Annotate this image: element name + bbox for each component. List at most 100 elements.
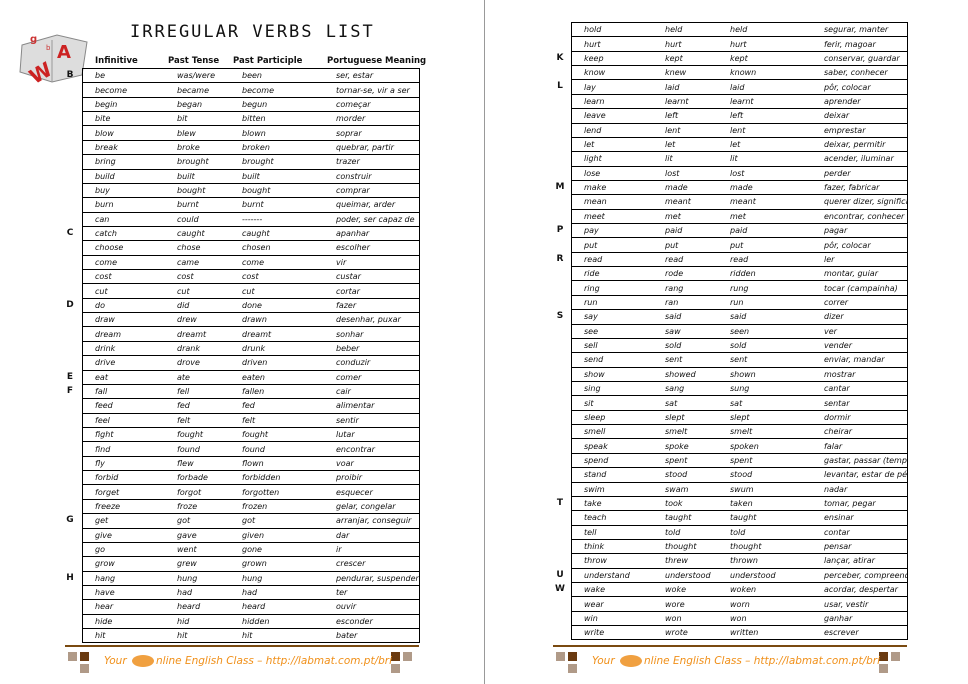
past-participle-cell: hit xyxy=(242,631,253,641)
past-participle-cell: meant xyxy=(717,194,812,210)
footer-square xyxy=(403,652,412,661)
table-row: grow grew grown crescer xyxy=(82,556,420,572)
infinitive-cell: swim xyxy=(571,482,653,497)
portuguese-meaning-cell: ouvir xyxy=(323,599,420,615)
table-row: hide hid hidden esconder xyxy=(82,614,420,630)
table-row: pay paid paid pagar xyxy=(571,223,908,239)
past-participle-cell: paid xyxy=(717,223,812,239)
infinitive-cell: see xyxy=(571,324,653,339)
uk-flag-mouse-icon xyxy=(132,655,154,667)
infinitive-cell: throw xyxy=(571,553,653,569)
past-tense-cell: cut xyxy=(164,283,230,299)
portuguese-meaning-cell: cair xyxy=(323,384,420,400)
past-tense-cell: lit xyxy=(652,151,718,167)
past-tense-cell: woke xyxy=(652,582,718,598)
footer-square xyxy=(80,652,89,661)
table-row: forget forgot forgotten esquecer xyxy=(82,484,420,500)
past-participle-cell: run xyxy=(717,295,812,311)
portuguese-meaning-cell: dormir xyxy=(811,410,908,426)
table-row: bring brought brought trazer xyxy=(82,154,420,170)
table-row: do did done fazer xyxy=(82,298,420,314)
infinitive-cell: spend xyxy=(571,453,653,469)
past-tense-cell: flew xyxy=(164,456,230,472)
past-participle-cell: blown xyxy=(229,125,324,141)
letter-marker: F xyxy=(66,386,74,397)
portuguese-meaning-cell: pagar xyxy=(811,223,908,239)
table-row: fly flew flown voar xyxy=(82,456,420,472)
portuguese-meaning-cell: escolher xyxy=(323,240,420,256)
past-tense-cell: found xyxy=(164,441,230,457)
past-tense-cell: lost xyxy=(652,166,718,181)
table-row: fall fell fallen cair xyxy=(82,384,420,400)
footer-square xyxy=(68,652,77,661)
table-row: swim swam swum nadar xyxy=(571,482,908,497)
portuguese-meaning-cell: começar xyxy=(323,97,420,113)
portuguese-meaning-cell: pensar xyxy=(811,539,908,555)
past-tense-cell: forbade xyxy=(164,470,230,486)
table-row: see saw seen ver xyxy=(571,324,908,339)
table-row: hit hit hit bater xyxy=(83,629,420,643)
past-participle-cell: lent xyxy=(717,123,812,138)
portuguese-meaning-cell: montar, guiar xyxy=(811,266,908,282)
infinitive-cell: leave xyxy=(571,108,653,124)
infinitive-cell: write xyxy=(584,628,605,638)
portuguese-meaning-cell: alimentar xyxy=(323,398,420,414)
past-participle-cell: met xyxy=(717,209,812,225)
past-tense-cell: drew xyxy=(164,312,230,328)
portuguese-meaning-cell: pôr, colocar xyxy=(811,237,908,253)
past-participle-cell: smelt xyxy=(717,424,812,440)
past-participle-cell: had xyxy=(229,585,324,601)
past-tense-cell: said xyxy=(652,309,718,325)
infinitive-cell: lay xyxy=(571,79,653,95)
portuguese-meaning-cell: gelar, congelar xyxy=(323,499,420,515)
portuguese-meaning-cell: arranjar, conseguir xyxy=(323,513,420,529)
table-row: buy bought bought comprar xyxy=(82,183,420,199)
past-tense-cell: hurt xyxy=(652,36,718,52)
table-row: lay laid laid pôr, colocar xyxy=(571,79,908,95)
past-tense-cell: hit xyxy=(177,631,188,641)
portuguese-meaning-cell: perceber, compreender xyxy=(811,568,908,584)
table-row: lend lent lent emprestar xyxy=(571,123,908,138)
infinitive-cell: blow xyxy=(82,125,165,141)
past-participle-cell: fought xyxy=(229,427,324,443)
portuguese-meaning-cell: tocar (campainha) xyxy=(811,280,908,296)
infinitive-cell: give xyxy=(82,528,165,543)
letter-marker: K xyxy=(556,52,564,63)
past-tense-cell: dreamt xyxy=(164,326,230,342)
portuguese-meaning-cell: poder, ser capaz de xyxy=(323,212,420,227)
portuguese-meaning-cell: esconder xyxy=(323,614,420,630)
footer-your: Your xyxy=(592,655,615,667)
infinitive-cell: win xyxy=(571,611,653,627)
past-participle-cell: swum xyxy=(717,482,812,497)
infinitive-cell: tell xyxy=(571,525,653,540)
portuguese-meaning-cell: segurar, manter xyxy=(811,22,908,38)
portuguese-meaning-cell: dizer xyxy=(811,309,908,325)
letter-marker: P xyxy=(556,225,564,236)
past-participle-cell: come xyxy=(229,255,324,271)
infinitive-cell: find xyxy=(82,441,165,457)
svg-text:b: b xyxy=(46,44,51,52)
past-participle-cell: laid xyxy=(717,79,812,95)
past-tense-cell: came xyxy=(164,255,230,271)
past-participle-cell: left xyxy=(717,108,812,124)
table-row: know knew known saber, conhecer xyxy=(571,65,908,81)
portuguese-meaning-cell: usar, vestir xyxy=(811,596,908,612)
table-row: put put put pôr, colocar xyxy=(571,237,908,253)
table-row: think thought thought pensar xyxy=(571,539,908,555)
past-tense-cell: felt xyxy=(164,413,230,428)
footer-square xyxy=(879,652,888,661)
portuguese-meaning-cell: quebrar, partir xyxy=(323,140,420,156)
past-participle-cell: felt xyxy=(229,413,324,428)
past-participle-cell: bitten xyxy=(229,111,324,127)
infinitive-cell: meet xyxy=(571,209,653,225)
portuguese-meaning-cell: ir xyxy=(323,542,420,558)
footer-square xyxy=(80,664,89,673)
past-tense-cell: ran xyxy=(652,295,718,311)
table-row: blow blew blown soprar xyxy=(82,125,420,141)
past-tense-cell: blew xyxy=(164,125,230,141)
portuguese-meaning-cell: enviar, mandar xyxy=(811,352,908,368)
past-tense-cell: built xyxy=(164,169,230,184)
table-row: meet met met encontrar, conhecer xyxy=(571,209,908,225)
past-participle-cell: got xyxy=(229,513,324,529)
past-tense-cell: swam xyxy=(652,482,718,497)
